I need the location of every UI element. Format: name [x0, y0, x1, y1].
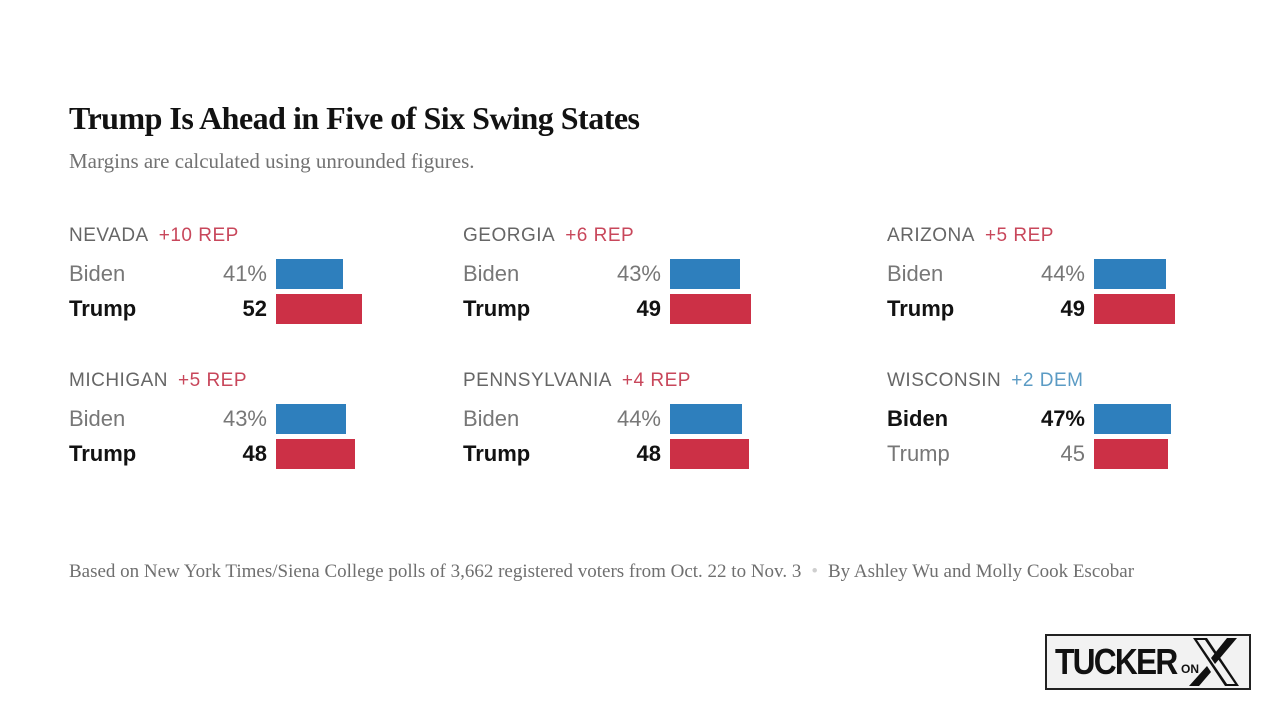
candidate-value-biden: 47% [1040, 406, 1085, 431]
state-panel-arizona: ARIZONA +5 REP Biden 44% Trump 49 [887, 225, 1217, 345]
state-header: ARIZONA +5 REP [887, 225, 1054, 247]
state-name: ARIZONA [887, 225, 975, 246]
candidate-name-trump: Trump [463, 441, 531, 466]
candidate-value-trump: 49 [1060, 296, 1085, 321]
state-header: NEVADA +10 REP [69, 225, 239, 247]
state-margin: +5 REP [178, 370, 248, 391]
separator-dot: • [811, 561, 818, 582]
bar-biden [670, 259, 740, 289]
candidate-name-trump: Trump [69, 441, 137, 466]
candidate-name-trump: Trump [887, 441, 950, 466]
candidate-value-trump: 48 [242, 441, 267, 466]
state-panel-pennsylvania: PENNSYLVANIA +4 REP Biden 44% Trump 48 [463, 370, 793, 490]
state-name: WISCONSIN [887, 370, 1002, 391]
state-name: GEORGIA [463, 225, 556, 246]
state-name: PENNSYLVANIA [463, 370, 612, 391]
state-header: GEORGIA +6 REP [463, 225, 634, 247]
logo-wordmark: TUCKER [1055, 641, 1178, 682]
state-header: WISCONSIN +2 DEM [887, 370, 1083, 392]
chart-title: Trump Is Ahead in Five of Six Swing Stat… [69, 100, 640, 136]
tucker-on-x-logo: TUCKER ON [1045, 634, 1251, 690]
bar-trump [1094, 439, 1168, 469]
candidate-name-biden: Biden [69, 406, 126, 431]
bar-biden [276, 259, 343, 289]
candidate-name-trump: Trump [463, 296, 531, 321]
bar-biden [1094, 259, 1166, 289]
candidate-value-trump: 52 [242, 296, 267, 321]
state-panel-nevada: NEVADA +10 REP Biden 41% Trump 52 [69, 225, 399, 345]
candidate-value-biden: 43% [616, 261, 661, 286]
state-margin: +4 REP [621, 370, 691, 391]
state-name: NEVADA [69, 225, 149, 246]
candidate-name-trump: Trump [887, 296, 955, 321]
candidate-value-trump: 49 [636, 296, 661, 321]
bar-trump [670, 294, 751, 324]
state-header: MICHIGAN +5 REP [69, 370, 247, 392]
bar-biden [276, 404, 346, 434]
state-margin: +2 DEM [1011, 370, 1084, 391]
footer-note: Based on New York Times/Siena College po… [69, 556, 1239, 587]
bar-biden [1094, 404, 1171, 434]
candidate-value-trump: 48 [636, 441, 661, 466]
bar-trump [1094, 294, 1175, 324]
bar-biden [670, 404, 742, 434]
candidate-name-biden: Biden [463, 261, 520, 286]
candidate-value-biden: 43% [222, 406, 267, 431]
state-panel-georgia: GEORGIA +6 REP Biden 43% Trump 49 [463, 225, 793, 345]
bar-trump [276, 294, 362, 324]
bar-trump [276, 439, 355, 469]
candidate-value-trump: 45 [1060, 441, 1085, 466]
candidate-value-biden: 44% [1040, 261, 1085, 286]
candidate-name-biden: Biden [887, 406, 949, 431]
bar-trump [670, 439, 749, 469]
state-panel-michigan: MICHIGAN +5 REP Biden 43% Trump 48 [69, 370, 399, 490]
candidate-value-biden: 41% [222, 261, 267, 286]
logo-on-text: ON [1181, 662, 1199, 676]
candidate-name-biden: Biden [69, 261, 126, 286]
byline: By Ashley Wu and Molly Cook Escobar [827, 561, 1135, 582]
candidate-name-trump: Trump [69, 296, 137, 321]
state-margin: +5 REP [984, 225, 1054, 246]
candidate-name-biden: Biden [887, 261, 944, 286]
chart-subtitle: Margins are calculated using unrounded f… [69, 149, 475, 173]
state-margin: +10 REP [158, 225, 239, 246]
state-header: PENNSYLVANIA +4 REP [463, 370, 691, 392]
state-panel-wisconsin: WISCONSIN +2 DEM Biden 47% Trump 45 [887, 370, 1217, 490]
source-note: Based on New York Times/Siena College po… [69, 561, 802, 582]
candidate-name-biden: Biden [463, 406, 520, 431]
state-name: MICHIGAN [69, 370, 168, 391]
x-logo-icon [1189, 638, 1239, 686]
state-margin: +6 REP [565, 225, 635, 246]
candidate-value-biden: 44% [616, 406, 661, 431]
